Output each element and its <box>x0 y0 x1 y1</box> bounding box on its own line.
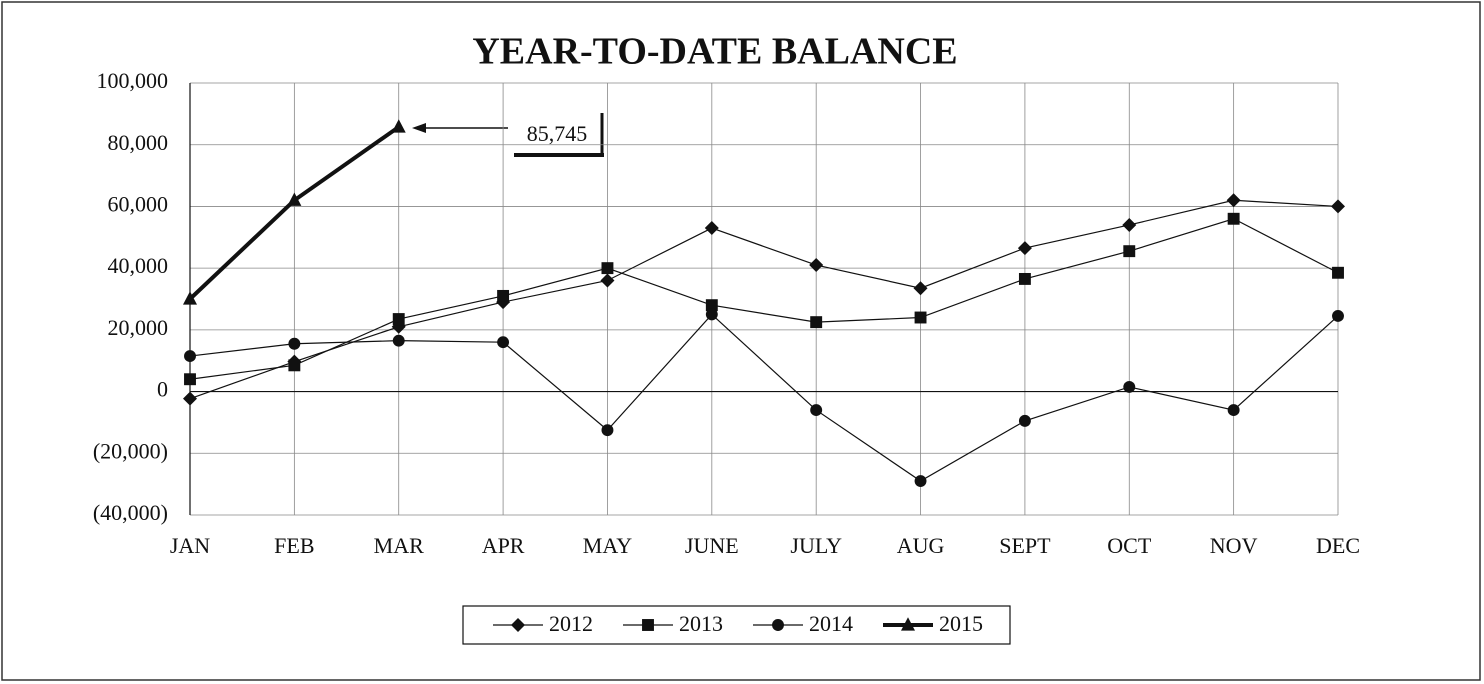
point-marker <box>1227 212 1240 225</box>
legend: 2012 2013 2014 2015 <box>462 605 1011 645</box>
series-line <box>189 199 1339 400</box>
chart-title: YEAR-TO-DATE BALANCE <box>472 31 957 73</box>
y-tick-label: (40,000) <box>93 500 168 525</box>
point-marker <box>1017 241 1032 256</box>
x-tick-label: NOV <box>1210 533 1258 558</box>
point-marker <box>1123 245 1136 258</box>
y-tick-label: (20,000) <box>93 438 168 463</box>
legend-label: 2014 <box>809 611 853 636</box>
point-marker <box>497 336 510 349</box>
legend-label: 2015 <box>939 611 983 636</box>
x-tick-label: JAN <box>170 533 210 558</box>
point-marker <box>810 404 823 417</box>
point-marker <box>913 281 928 296</box>
point-marker <box>1331 199 1345 214</box>
legend-marker <box>772 619 784 631</box>
point-marker <box>288 337 301 350</box>
series-line <box>189 218 1339 380</box>
annotation-text: 85,745 <box>527 121 588 146</box>
point-marker <box>914 311 927 324</box>
point-marker <box>601 262 614 275</box>
point-marker <box>705 299 718 312</box>
point-marker <box>914 475 927 488</box>
point-marker <box>391 119 406 133</box>
point-marker <box>1123 380 1136 393</box>
point-marker <box>1332 266 1344 279</box>
point-marker <box>287 192 302 206</box>
series-line <box>189 313 1339 482</box>
point-marker <box>1018 272 1031 285</box>
point-marker <box>809 258 824 273</box>
x-tick-label: MAY <box>583 533 632 558</box>
point-marker <box>183 291 197 305</box>
y-tick-label: 20,000 <box>108 315 169 340</box>
legend-marker <box>511 618 525 632</box>
x-tick-label: FEB <box>274 533 314 558</box>
legend-marker <box>901 617 915 631</box>
y-tick-label: 0 <box>157 377 168 402</box>
point-marker <box>497 289 510 302</box>
point-marker <box>704 221 719 236</box>
y-tick-label: 80,000 <box>108 130 169 155</box>
x-tick-label: JULY <box>790 533 842 558</box>
point-marker <box>600 273 615 288</box>
y-tick-label: 100,000 <box>97 68 169 93</box>
point-marker <box>1122 217 1137 232</box>
x-tick-label: DEC <box>1316 533 1360 558</box>
legend-label: 2013 <box>679 611 723 636</box>
point-marker <box>183 391 197 406</box>
point-marker <box>601 424 614 437</box>
point-marker <box>184 350 196 363</box>
legend-marker <box>642 619 654 631</box>
point-marker <box>184 373 196 386</box>
y-tick-label: 40,000 <box>108 253 169 278</box>
point-marker <box>1227 404 1240 417</box>
annotation: 85,745 <box>412 113 604 157</box>
x-tick-label: MAR <box>374 533 424 558</box>
annotation-arrowhead <box>412 123 426 133</box>
legend-label: 2012 <box>549 611 593 636</box>
x-tick-label: AUG <box>897 533 945 558</box>
point-marker <box>392 313 405 326</box>
point-marker <box>810 316 823 329</box>
y-tick-label: 60,000 <box>108 191 169 216</box>
point-marker <box>1332 310 1344 322</box>
point-marker <box>705 308 718 321</box>
x-tick-label: OCT <box>1107 533 1152 558</box>
x-tick-label: SEPT <box>999 533 1051 558</box>
x-tick-label: JUNE <box>685 533 739 558</box>
x-tick-label: APR <box>482 533 525 558</box>
point-marker <box>288 359 301 372</box>
point-marker <box>1226 193 1241 208</box>
point-marker <box>392 334 405 347</box>
point-marker <box>1018 414 1031 427</box>
